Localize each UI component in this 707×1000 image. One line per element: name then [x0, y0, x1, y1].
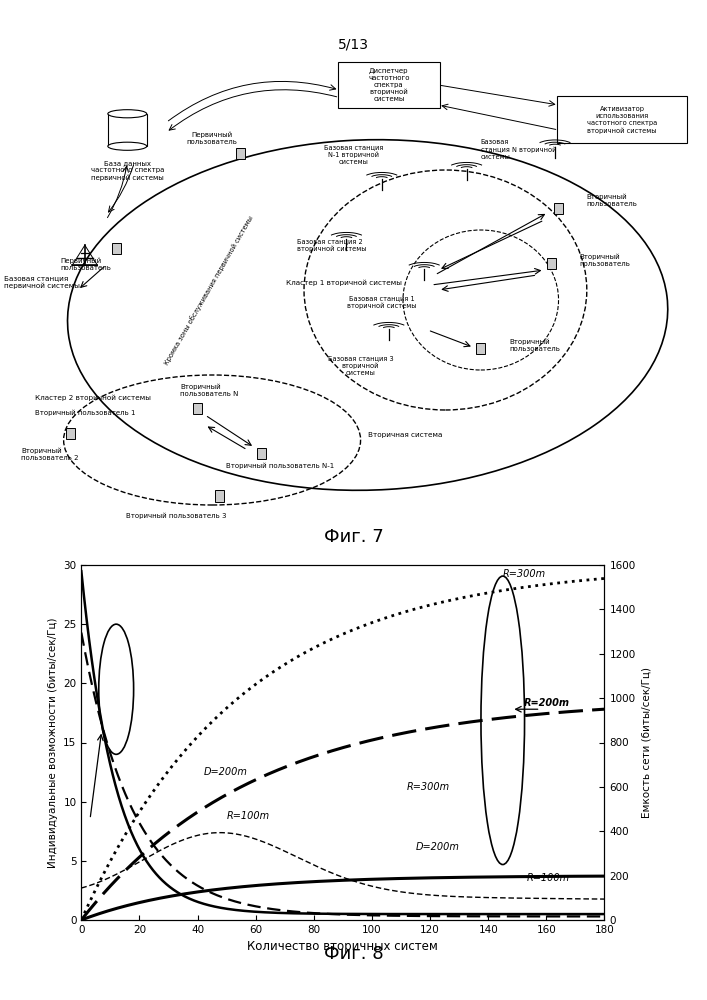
Text: Вторичный
пользователь: Вторичный пользователь [587, 193, 638, 207]
Text: Первичный
пользователь: Первичный пользователь [60, 257, 111, 271]
Text: Фиг. 8: Фиг. 8 [324, 945, 383, 963]
Text: Вторичный
пользователь N: Вторичный пользователь N [180, 384, 239, 397]
Text: Вторичный
пользователь 2: Вторичный пользователь 2 [21, 448, 78, 461]
Text: D=200m: D=200m [416, 842, 460, 852]
Text: Вторичная система: Вторичная система [368, 432, 442, 438]
Bar [107, 114, 147, 146]
Text: Кромка зоны обслуживания первичной системы: Кромка зоны обслуживания первичной систе… [163, 214, 254, 366]
Text: Базовая
станция N вторичной
системы: Базовая станция N вторичной системы [481, 139, 556, 160]
Text: 5/13: 5/13 [338, 38, 369, 52]
Text: R=200m: R=200m [524, 698, 570, 708]
Text: D=200m: D=200m [204, 767, 247, 777]
Text: R=100m: R=100m [227, 811, 270, 821]
Y-axis label: Емкость сети (биты/сек/Гц): Емкость сети (биты/сек/Гц) [641, 667, 651, 818]
Text: Базовая станция
N-1 вторичной
системы: Базовая станция N-1 вторичной системы [324, 144, 383, 165]
Text: База данных
частотного спектра
первичной системы: База данных частотного спектра первичной… [90, 160, 164, 181]
Bar [215, 490, 223, 502]
Bar [236, 148, 245, 159]
Bar [547, 258, 556, 269]
Text: Кластер 2 вторичной системы: Кластер 2 вторичной системы [35, 394, 151, 401]
Text: R=300m: R=300m [407, 782, 450, 792]
Bar [194, 403, 202, 414]
Bar [554, 203, 563, 214]
Text: R=100m: R=100m [527, 873, 570, 883]
Ellipse shape [107, 110, 147, 118]
Bar [257, 448, 266, 459]
Ellipse shape [107, 142, 147, 150]
Text: Кластер 1 вторичной системы: Кластер 1 вторичной системы [286, 279, 402, 286]
Text: Вторичный
пользователь: Вторичный пользователь [509, 338, 560, 352]
Text: Вторичный
пользователь: Вторичный пользователь [580, 253, 631, 267]
FancyBboxPatch shape [338, 62, 440, 108]
Text: Базовая станция 1
вторичной системы: Базовая станция 1 вторичной системы [347, 295, 416, 309]
Y-axis label: Индивидуальные возможности (биты/сек/Гц): Индивидуальные возможности (биты/сек/Гц) [47, 617, 58, 868]
FancyBboxPatch shape [557, 97, 687, 143]
Bar [477, 343, 485, 354]
Text: Фиг. 7: Фиг. 7 [324, 528, 383, 546]
Bar [66, 428, 75, 439]
Text: Активизатор
использования
частотного спектра
вторичной системы: Активизатор использования частотного спе… [587, 106, 658, 134]
Text: Базовая станция
первичной системы: Базовая станция первичной системы [4, 275, 79, 289]
Text: Первичный
пользователь: Первичный пользователь [187, 131, 238, 145]
Text: Базовая станция 3
вторичной
системы: Базовая станция 3 вторичной системы [328, 355, 393, 376]
Text: Вторичный пользователь 1: Вторичный пользователь 1 [35, 409, 136, 416]
Text: Диспетчер
частотного
спектра
вторичной
системы: Диспетчер частотного спектра вторичной с… [368, 68, 409, 102]
Text: Вторичный пользователь 3: Вторичный пользователь 3 [127, 512, 227, 519]
Text: Базовая станция 2
вторичной системы: Базовая станция 2 вторичной системы [297, 238, 366, 252]
Text: R=300m: R=300m [503, 569, 547, 579]
Bar [112, 243, 121, 254]
Text: Вторичный пользователь N-1: Вторичный пользователь N-1 [226, 462, 334, 469]
X-axis label: Количество вторичных систем: Количество вторичных систем [247, 940, 438, 953]
